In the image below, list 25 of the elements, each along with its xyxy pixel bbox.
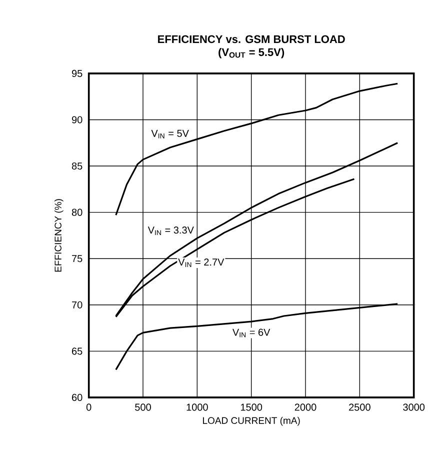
- y-tick-label: 90: [72, 116, 82, 124]
- y-tick-label: 65: [72, 348, 82, 355]
- chart-title: EFFICIENCY vs. GSM BURST LOAD: [158, 35, 345, 44]
- y-axis-title: EFFICIENCY (%): [54, 199, 64, 272]
- y-tick-label: 70: [72, 301, 82, 308]
- series-label: V$_{IN}$ = 5V: [151, 130, 189, 138]
- chart-subtitle: (V$_{OUT}$ = 5.5V): [218, 48, 284, 58]
- line-series: [115, 303, 398, 370]
- series-label: V$_{IN}$ = 2.7V: [178, 258, 224, 268]
- series-label: V$_{IN}$ = 6V: [232, 328, 270, 338]
- x-tick-label: 500: [135, 404, 151, 411]
- x-tick-label: 1500: [240, 404, 262, 411]
- y-tick-label: 75: [72, 255, 82, 262]
- y-tick-label: 80: [72, 208, 82, 216]
- series-label: V$_{IN}$ = 3.3V: [148, 226, 194, 236]
- y-tick-label: 85: [72, 162, 82, 170]
- x-axis-title: LOAD CURRENT (mA): [203, 416, 300, 426]
- x-tick-label: 1000: [186, 404, 208, 411]
- y-tick-label: 95: [72, 70, 82, 77]
- x-tick-label: 2000: [294, 404, 316, 411]
- line-series: [115, 82, 398, 216]
- x-tick-label: 3000: [403, 404, 425, 411]
- y-tick-label: 60: [72, 394, 82, 401]
- x-tick-label: 0: [86, 404, 92, 411]
- x-tick-label: 2500: [349, 404, 370, 411]
